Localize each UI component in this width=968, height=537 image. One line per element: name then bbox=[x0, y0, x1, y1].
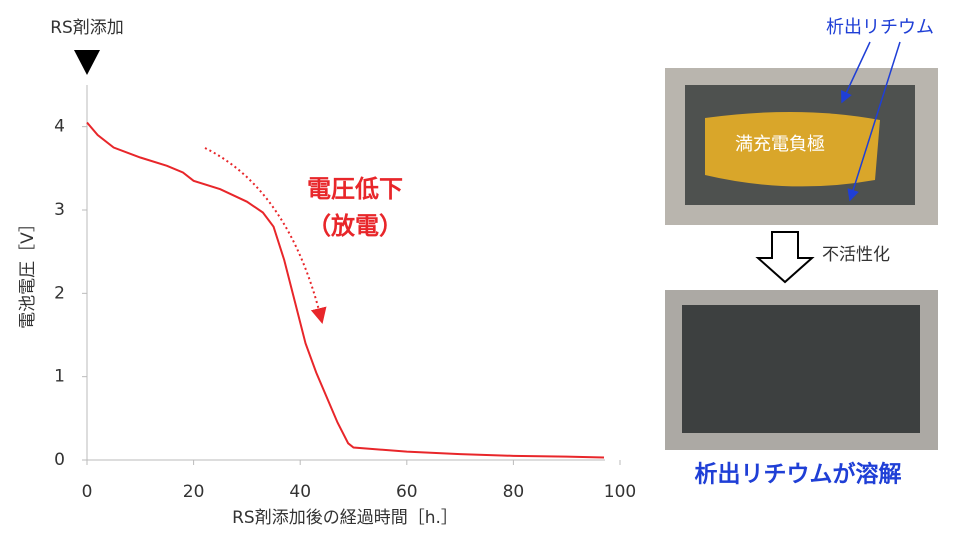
y-tick-label: 2 bbox=[54, 283, 65, 303]
annotation: （放電） bbox=[307, 212, 403, 240]
process-label: 不活性化 bbox=[822, 245, 890, 265]
x-tick-label: 40 bbox=[289, 482, 311, 502]
y-tick-label: 4 bbox=[54, 117, 65, 137]
process-arrow bbox=[758, 232, 812, 282]
y-axis-label: 電池電圧［V］ bbox=[18, 215, 38, 329]
y-tick-label: 3 bbox=[54, 200, 65, 220]
x-axis-label: RS剤添加後の経過時間［h.］ bbox=[232, 508, 458, 528]
x-tick-label: 100 bbox=[604, 482, 636, 502]
annotation: 電圧低下 bbox=[307, 175, 403, 203]
marker-label: RS剤添加 bbox=[50, 18, 124, 38]
photo-label: 析出リチウム bbox=[826, 17, 934, 38]
line bbox=[87, 123, 604, 458]
electrode bbox=[682, 305, 920, 433]
x-tick-label: 80 bbox=[503, 482, 525, 502]
y-tick-label: 0 bbox=[54, 450, 65, 470]
x-tick-label: 20 bbox=[183, 482, 205, 502]
annotation-arrow bbox=[205, 148, 322, 322]
x-tick-label: 60 bbox=[396, 482, 418, 502]
result-label: 析出リチウムが溶解 bbox=[695, 461, 902, 488]
figure: RS剤添加 電圧低下 （放電） RS剤添加後の経過時間［h.］ 電池電圧［V］ … bbox=[0, 0, 968, 537]
y-tick-label: 1 bbox=[54, 367, 65, 387]
photo-label: 満充電負極 bbox=[735, 134, 825, 155]
x-tick-label: 0 bbox=[82, 482, 93, 502]
marker-triangle bbox=[74, 50, 100, 75]
